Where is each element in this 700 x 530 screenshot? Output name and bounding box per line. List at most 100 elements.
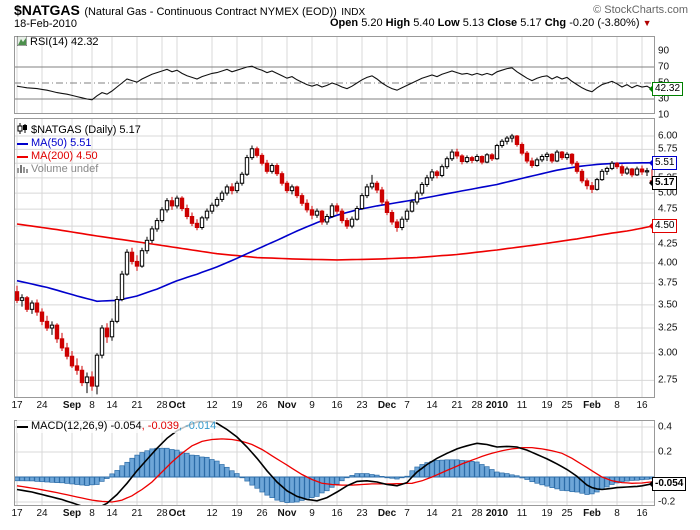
macd-histogram-bar bbox=[124, 461, 130, 478]
x-axis-label: Dec bbox=[377, 400, 397, 411]
macd-plot bbox=[14, 420, 655, 506]
macd-histogram-bar bbox=[439, 459, 445, 478]
x-axis-label: Nov bbox=[277, 400, 297, 411]
exchange-label: INDX bbox=[341, 7, 366, 18]
down-arrow-icon: ▼ bbox=[642, 18, 652, 28]
chg-value: -0.20 (-3.80%) bbox=[569, 17, 640, 29]
macd-histogram-bar bbox=[474, 461, 480, 478]
macd-histogram-bar bbox=[319, 476, 325, 494]
candle-up bbox=[209, 204, 215, 212]
candle-down bbox=[264, 162, 270, 172]
candle-down bbox=[514, 135, 520, 145]
candle-up bbox=[599, 170, 605, 181]
candle-up bbox=[49, 324, 55, 329]
candle-down bbox=[14, 291, 20, 301]
candle-down bbox=[104, 327, 110, 338]
candle-up bbox=[149, 228, 155, 241]
candle-down bbox=[59, 338, 65, 349]
macd-histogram-bar bbox=[499, 472, 505, 478]
macd-histogram-bar bbox=[544, 476, 550, 487]
candle-down bbox=[284, 182, 290, 192]
low-label: Low bbox=[437, 17, 460, 29]
candle-up bbox=[244, 157, 250, 175]
ma50-value-flag: 5.51 bbox=[648, 156, 678, 170]
candle-up bbox=[534, 159, 540, 167]
candle-up bbox=[399, 218, 405, 228]
candle-down bbox=[639, 168, 645, 173]
candle-down bbox=[479, 155, 485, 163]
x-axis-label: 17 bbox=[11, 508, 23, 519]
macd-line-icon bbox=[17, 420, 28, 433]
macd-line bbox=[16, 420, 653, 506]
macd-histogram-bar bbox=[44, 476, 50, 483]
x-axis-label: Oct bbox=[168, 400, 186, 411]
macd-histogram-bar bbox=[429, 461, 435, 478]
macd-histogram-bar bbox=[539, 476, 545, 486]
x-axis-label: Feb bbox=[583, 400, 601, 411]
y-axis-label: 5.75 bbox=[658, 143, 678, 155]
candle-down bbox=[584, 180, 590, 187]
candle-down bbox=[184, 208, 190, 218]
candle-up bbox=[624, 168, 630, 174]
candle-up bbox=[234, 182, 240, 192]
candle-down bbox=[274, 165, 280, 175]
candle-down bbox=[319, 210, 325, 223]
macd-histogram-bar bbox=[229, 470, 235, 478]
title-line: $NATGAS (Natural Gas - Continuous Contra… bbox=[14, 2, 365, 20]
macd-histogram-bar bbox=[589, 476, 595, 495]
candle-down bbox=[524, 152, 530, 162]
x-axis-label: 19 bbox=[541, 400, 553, 411]
candle-up bbox=[144, 239, 150, 252]
macd-histogram-bar bbox=[219, 464, 225, 478]
y-axis-label: 3.50 bbox=[658, 299, 678, 311]
candle-up bbox=[29, 302, 35, 310]
x-axis-label: 19 bbox=[231, 400, 243, 411]
macd-histogram-bar bbox=[199, 456, 205, 478]
candle-up bbox=[449, 151, 455, 160]
macd-histogram-bar bbox=[494, 471, 500, 478]
x-axis-label: 14 bbox=[426, 400, 438, 411]
candle-down bbox=[24, 297, 30, 310]
macd-hist-value: , -0.014 bbox=[178, 420, 217, 432]
x-axis-label: 14 bbox=[106, 400, 118, 411]
macd-histogram-bar bbox=[599, 476, 605, 490]
ma50-label: MA(50) 5.51 bbox=[31, 137, 92, 149]
x-axis-label: 25 bbox=[561, 508, 573, 519]
macd-signal-value: , -0.039 bbox=[141, 420, 179, 432]
candle-down bbox=[384, 201, 390, 213]
macd-histogram-bar bbox=[174, 449, 180, 478]
macd-histogram-bar bbox=[14, 476, 20, 482]
macd-histogram-bar bbox=[29, 476, 35, 482]
x-axis-label: 8 bbox=[89, 508, 95, 519]
candle-down bbox=[304, 202, 310, 211]
candle-down bbox=[299, 195, 305, 204]
candle-down bbox=[614, 162, 620, 168]
candle-down bbox=[489, 154, 495, 160]
macd-histogram-bar bbox=[79, 476, 85, 486]
macd-histogram-bar bbox=[249, 476, 255, 486]
y-axis-label: 10 bbox=[658, 109, 670, 121]
macd-histogram-bar bbox=[569, 476, 575, 493]
candlestick-icon bbox=[17, 123, 28, 138]
candle-down bbox=[179, 197, 185, 210]
macd-histogram-bar bbox=[269, 476, 275, 498]
rsi-panel bbox=[14, 36, 655, 114]
macd-histogram-bar bbox=[339, 476, 345, 482]
macd-histogram-bar bbox=[164, 447, 170, 478]
candle-down bbox=[559, 151, 565, 159]
candle-up bbox=[439, 166, 445, 176]
rsi-line bbox=[16, 65, 653, 101]
candle-up bbox=[429, 171, 435, 179]
y-axis-label: 2.75 bbox=[658, 374, 678, 386]
candle-up bbox=[604, 167, 610, 172]
x-axis-label: 14 bbox=[426, 508, 438, 519]
x-axis-label: 11 bbox=[516, 508, 528, 519]
rsi-indicator-icon bbox=[16, 35, 28, 50]
macd-histogram-bar bbox=[64, 476, 70, 484]
instrument-name: (Natural Gas - Continuous Contract NYMEX… bbox=[84, 6, 337, 18]
macd-histogram-bar bbox=[294, 476, 300, 503]
macd-histogram-bar bbox=[234, 473, 240, 478]
x-axis-label: 8 bbox=[89, 400, 95, 411]
close-label: Close bbox=[487, 17, 518, 29]
candle-up bbox=[404, 210, 410, 220]
